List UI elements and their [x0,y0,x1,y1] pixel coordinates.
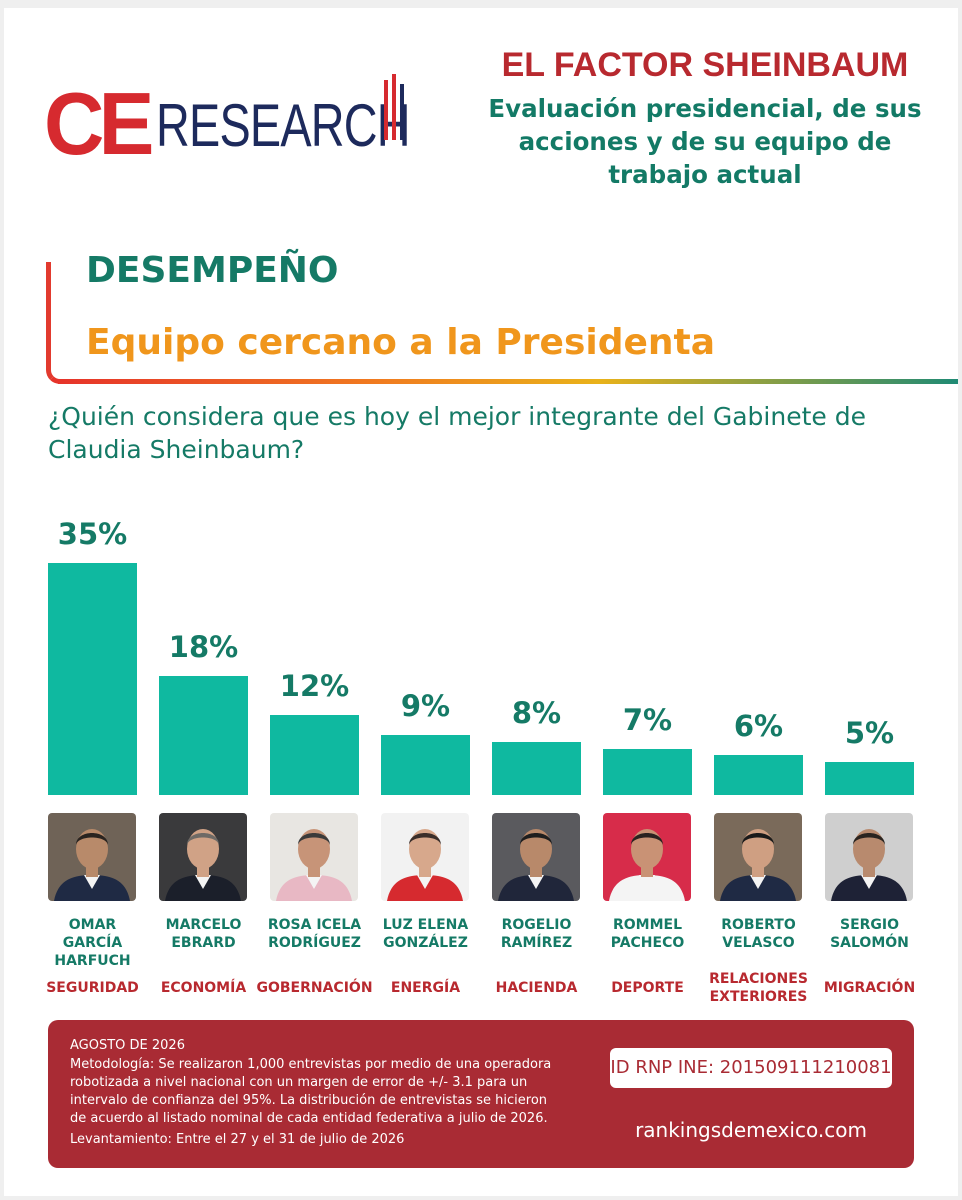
survey-question: ¿Quién considera que es hoy el mejor int… [48,402,866,464]
section-label: DESEMPEÑO [86,250,339,291]
section-divider-line [58,379,958,384]
report-title: EL FACTOR SHEINBAUM [501,46,909,84]
footer-methodology: Metodología: Se realizaron 1,000 entrevi… [70,1057,552,1126]
rnp-id-badge: ID RNP INE: 201509111210081 [610,1048,892,1088]
ce-research-logo: CE RESEARCH [44,72,482,168]
website-link[interactable]: rankingsdemexico.com [635,1118,867,1142]
logo-ce-text: CE [44,74,154,173]
section-heading: Equipo cercano a la Presidenta [86,322,716,363]
logo-bars-icon [384,74,404,140]
infographic-card [4,8,958,1196]
report-subtitle: Evaluación presidencial, de sus acciones… [488,94,922,189]
footer-panel: AGOSTO DE 2026 Metodología: Se realizaro… [48,1020,914,1168]
section-frame-corner [46,362,66,384]
section-frame-left [46,262,51,368]
footer-date: AGOSTO DE 2026 [70,1038,185,1053]
logo-research-text: RESEARCH [156,92,411,159]
footer-period: Levantamiento: Entre el 27 y el 31 de ju… [70,1132,405,1147]
